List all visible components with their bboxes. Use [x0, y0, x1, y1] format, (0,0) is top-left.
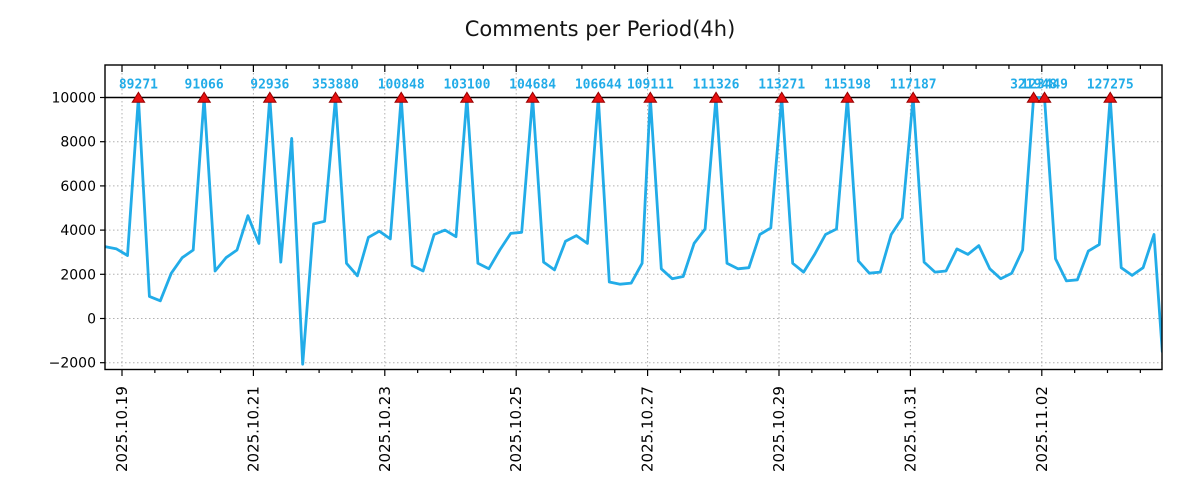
- y-tick-label: 6000: [60, 179, 96, 195]
- chart-title: Comments per Period(4h): [464, 17, 736, 41]
- peak-marker: [774, 91, 789, 103]
- x-tick-label: 2025.10.23: [376, 386, 394, 472]
- x-tick-label: 2025.10.29: [770, 386, 788, 472]
- peak-marker: [643, 91, 658, 103]
- peak-marker: [906, 91, 921, 103]
- peak-marker: [840, 91, 855, 103]
- x-tick-label: 2025.10.25: [507, 386, 525, 472]
- y-tick-label: 4000: [60, 223, 96, 239]
- peak-label: 91066: [185, 78, 224, 93]
- x-tick-label: 2025.10.21: [244, 386, 262, 472]
- peak-label: 115198: [824, 78, 871, 93]
- peak-label: 123449: [1021, 78, 1068, 93]
- y-tick-label: 8000: [60, 135, 96, 151]
- series-line: [105, 96, 1162, 366]
- plot-border: [104, 64, 1163, 371]
- peak-marker: [262, 91, 277, 103]
- peak-label: 113271: [758, 78, 805, 93]
- peak-label: 89271: [119, 78, 158, 93]
- x-tick-label: 2025.10.27: [639, 386, 657, 472]
- x-tick-label: 2025.10.19: [113, 386, 131, 472]
- peak-marker: [1103, 91, 1118, 103]
- peak-label: 127275: [1087, 78, 1134, 93]
- peak-marker: [394, 91, 409, 103]
- peak-label: 104684: [509, 78, 556, 93]
- peak-label: 100848: [378, 78, 425, 93]
- peak-marker: [131, 91, 146, 103]
- peak-marker: [1037, 91, 1052, 103]
- peak-marker: [708, 91, 724, 103]
- peak-label: 103100: [443, 78, 490, 93]
- y-tick-label: 0: [87, 312, 96, 328]
- peak-marker: [1026, 91, 1041, 103]
- peak-marker: [525, 91, 540, 103]
- peak-marker: [459, 91, 475, 103]
- y-tick-label: 10000: [51, 91, 96, 107]
- peak-label: 92936: [250, 78, 289, 93]
- peak-label: 106644: [575, 78, 622, 93]
- peak-label: 321948: [1010, 78, 1057, 93]
- x-tick-label: 2025.11.02: [1033, 386, 1051, 472]
- peak-marker: [328, 91, 343, 103]
- peak-marker: [197, 91, 212, 103]
- x-tick-label: 2025.10.31: [901, 386, 919, 472]
- peak-label: 109111: [627, 78, 674, 93]
- peak-label: 117187: [890, 78, 937, 93]
- peak-marker: [591, 91, 606, 103]
- y-tick-label: −2000: [49, 356, 96, 372]
- peak-label: 353880: [312, 78, 359, 93]
- peak-label: 111326: [693, 78, 740, 93]
- y-tick-label: 2000: [60, 267, 96, 283]
